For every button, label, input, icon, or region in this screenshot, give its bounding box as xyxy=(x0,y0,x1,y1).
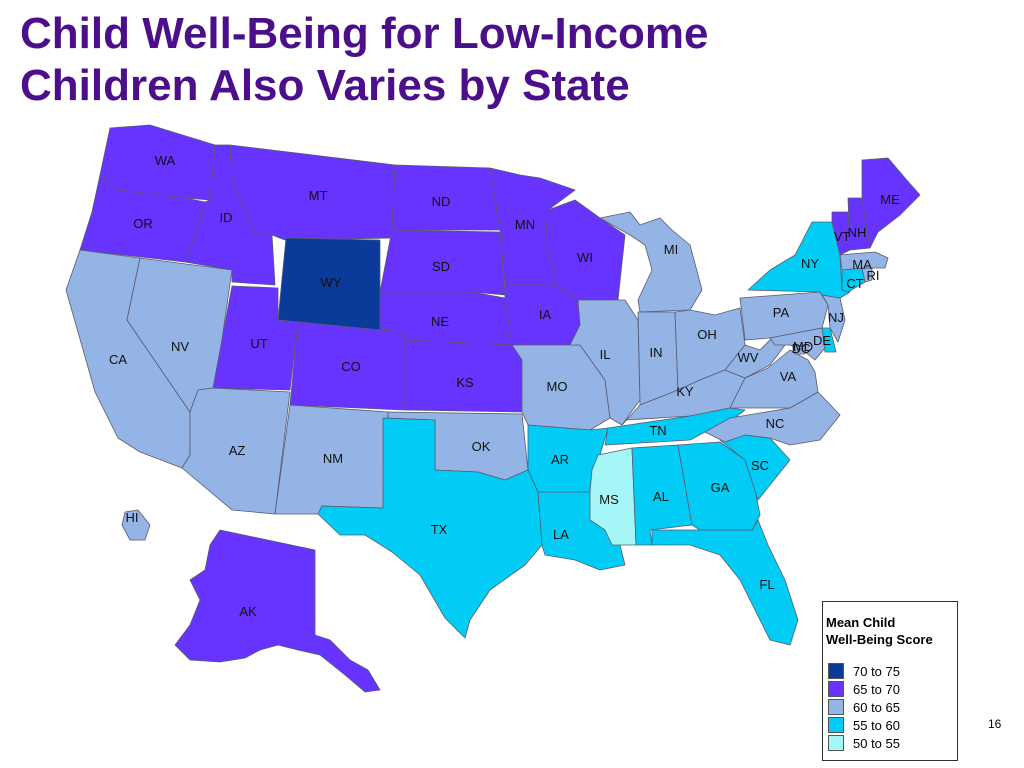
legend-label: 70 to 75 xyxy=(853,663,900,679)
state-label-ID: ID xyxy=(220,210,233,225)
state-label-NH: NH xyxy=(848,225,867,240)
state-label-IN: IN xyxy=(650,345,663,360)
state-GA xyxy=(677,441,761,531)
state-NC xyxy=(704,391,841,446)
state-label-AK: AK xyxy=(239,604,257,619)
page-number: 16 xyxy=(988,717,1002,731)
state-label-WI: WI xyxy=(577,250,593,265)
legend-item: 50 to 55 xyxy=(826,734,957,752)
legend-item: 65 to 70 xyxy=(826,680,957,698)
legend-label: 55 to 60 xyxy=(853,717,900,733)
state-label-NY: NY xyxy=(801,256,819,271)
state-label-MS: MS xyxy=(599,492,619,507)
state-label-MA: MA xyxy=(852,257,872,272)
state-label-OH: OH xyxy=(697,327,717,342)
state-IL xyxy=(569,299,641,426)
state-FL xyxy=(651,519,799,646)
state-label-SC: SC xyxy=(751,458,769,473)
legend-title-line-2: Well-Being Score xyxy=(826,632,933,647)
state-label-NV: NV xyxy=(171,339,189,354)
state-label-WA: WA xyxy=(155,153,176,168)
state-label-MT: MT xyxy=(309,188,328,203)
slide-title: Child Well-Being for Low-Income Children… xyxy=(20,8,709,112)
state-label-CA: CA xyxy=(109,352,127,367)
state-label-VT: VT xyxy=(834,229,851,244)
state-label-MD: MD xyxy=(793,339,813,354)
state-label-PA: PA xyxy=(773,305,790,320)
legend-list: 70 to 75 65 to 70 60 to 65 55 to 60 50 t… xyxy=(826,662,957,752)
state-label-NE: NE xyxy=(431,314,449,329)
state-NY xyxy=(747,221,851,299)
state-label-KS: KS xyxy=(456,375,474,390)
state-label-HI: HI xyxy=(126,510,139,525)
state-label-AR: AR xyxy=(551,452,569,467)
state-label-LA: LA xyxy=(553,527,569,542)
us-state-map: WA OR CA NV ID MT WY UT CO AZ NM ND SD NE KS OK TX MN IA MO… xyxy=(65,124,921,693)
map-legend: Mean Child Well-Being Score 70 to 75 65 … xyxy=(822,601,958,761)
legend-label: 60 to 65 xyxy=(853,699,900,715)
state-label-MI: MI xyxy=(664,242,678,257)
legend-swatch xyxy=(828,717,844,733)
legend-item: 55 to 60 xyxy=(826,716,957,734)
state-label-AL: AL xyxy=(653,489,669,504)
legend-label: 50 to 55 xyxy=(853,735,900,751)
state-label-DE: DE xyxy=(813,333,831,348)
title-line-1: Child Well-Being for Low-Income xyxy=(20,9,709,58)
state-MA xyxy=(839,251,889,271)
legend-swatch xyxy=(828,663,844,679)
state-label-IL: IL xyxy=(600,347,611,362)
state-SD xyxy=(379,229,506,296)
state-MI xyxy=(599,211,703,313)
state-label-ND: ND xyxy=(432,194,451,209)
state-label-UT: UT xyxy=(250,336,267,351)
state-label-IA: IA xyxy=(539,307,552,322)
state-label-NC: NC xyxy=(766,416,785,431)
state-label-CO: CO xyxy=(341,359,361,374)
state-AZ xyxy=(181,387,291,515)
legend-title: Mean Child Well-Being Score xyxy=(826,614,957,648)
state-label-TX: TX xyxy=(431,522,448,537)
legend-swatch xyxy=(828,699,844,715)
state-label-WV: WV xyxy=(738,350,759,365)
state-label-SD: SD xyxy=(432,259,450,274)
legend-swatch xyxy=(828,681,844,697)
state-label-DC: DC xyxy=(792,341,811,356)
state-label-CT: CT xyxy=(846,276,863,291)
legend-title-line-1: Mean Child xyxy=(826,615,896,630)
state-label-NJ: NJ xyxy=(828,310,844,325)
state-label-OR: OR xyxy=(133,216,153,231)
state-label-MN: MN xyxy=(515,217,535,232)
state-label-KY: KY xyxy=(676,384,694,399)
title-line-2: Children Also Varies by State xyxy=(20,60,630,110)
state-label-GA: GA xyxy=(711,480,730,495)
state-TX xyxy=(317,417,543,639)
state-AK xyxy=(174,529,381,693)
state-VA xyxy=(729,349,819,409)
state-DC xyxy=(794,345,806,355)
state-ME xyxy=(861,157,921,249)
state-label-VA: VA xyxy=(780,369,797,384)
legend-item: 70 to 75 xyxy=(826,662,957,680)
state-label-NM: NM xyxy=(323,451,343,466)
state-DE xyxy=(821,327,837,353)
state-label-RI: RI xyxy=(867,268,880,283)
state-label-ME: ME xyxy=(880,192,900,207)
legend-label: 65 to 70 xyxy=(853,681,900,697)
state-HI xyxy=(121,509,151,541)
legend-item: 60 to 65 xyxy=(826,698,957,716)
state-label-MO: MO xyxy=(547,379,568,394)
state-VT xyxy=(831,211,851,256)
state-label-FL: FL xyxy=(759,577,774,592)
legend-swatch xyxy=(828,735,844,751)
state-label-AZ: AZ xyxy=(229,443,246,458)
state-label-OK: OK xyxy=(472,439,491,454)
state-label-TN: TN xyxy=(649,423,666,438)
state-label-WY: WY xyxy=(321,275,342,290)
